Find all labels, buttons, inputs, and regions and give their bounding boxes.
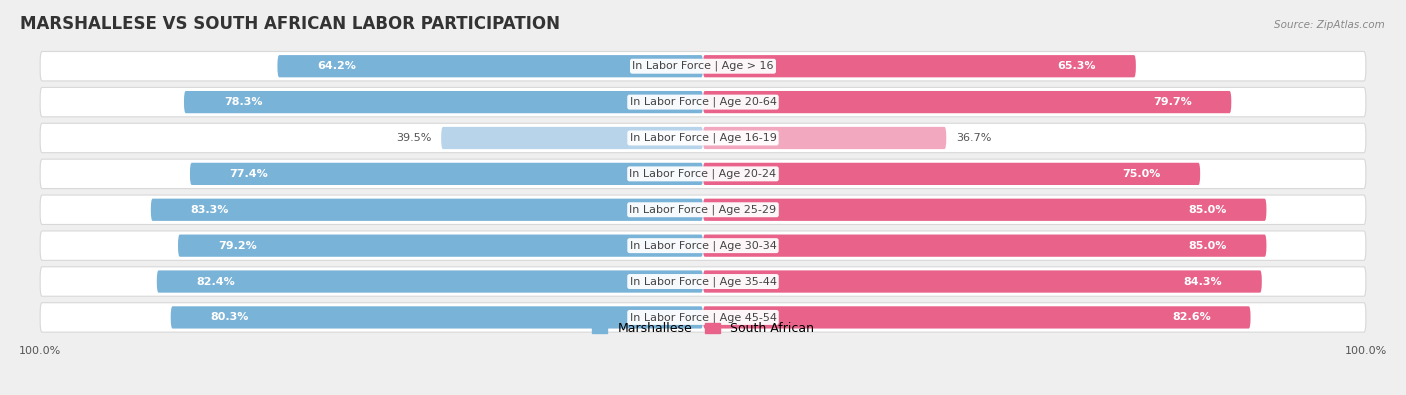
FancyBboxPatch shape (41, 303, 1365, 332)
FancyBboxPatch shape (150, 199, 703, 221)
FancyBboxPatch shape (41, 267, 1365, 296)
FancyBboxPatch shape (179, 235, 703, 257)
FancyBboxPatch shape (703, 199, 1267, 221)
FancyBboxPatch shape (277, 55, 703, 77)
FancyBboxPatch shape (157, 271, 703, 293)
Legend: Marshallese, South African: Marshallese, South African (588, 318, 818, 340)
Text: In Labor Force | Age > 16: In Labor Force | Age > 16 (633, 61, 773, 71)
Text: In Labor Force | Age 16-19: In Labor Force | Age 16-19 (630, 133, 776, 143)
Text: 65.3%: 65.3% (1057, 61, 1097, 71)
FancyBboxPatch shape (703, 55, 1136, 77)
Text: Source: ZipAtlas.com: Source: ZipAtlas.com (1274, 20, 1385, 30)
FancyBboxPatch shape (703, 91, 1232, 113)
Text: 75.0%: 75.0% (1122, 169, 1160, 179)
Text: In Labor Force | Age 35-44: In Labor Force | Age 35-44 (630, 276, 776, 287)
FancyBboxPatch shape (703, 235, 1267, 257)
FancyBboxPatch shape (170, 306, 703, 329)
Text: 85.0%: 85.0% (1188, 241, 1226, 251)
Text: MARSHALLESE VS SOUTH AFRICAN LABOR PARTICIPATION: MARSHALLESE VS SOUTH AFRICAN LABOR PARTI… (20, 15, 560, 33)
FancyBboxPatch shape (703, 163, 1201, 185)
Text: In Labor Force | Age 20-24: In Labor Force | Age 20-24 (630, 169, 776, 179)
Text: In Labor Force | Age 30-34: In Labor Force | Age 30-34 (630, 241, 776, 251)
FancyBboxPatch shape (703, 271, 1261, 293)
FancyBboxPatch shape (703, 306, 1250, 329)
FancyBboxPatch shape (41, 123, 1365, 153)
Text: 64.2%: 64.2% (318, 61, 356, 71)
Text: 82.6%: 82.6% (1173, 312, 1211, 322)
Text: 84.3%: 84.3% (1184, 276, 1222, 286)
FancyBboxPatch shape (41, 195, 1365, 224)
FancyBboxPatch shape (190, 163, 703, 185)
FancyBboxPatch shape (41, 51, 1365, 81)
FancyBboxPatch shape (184, 91, 703, 113)
Text: 79.2%: 79.2% (218, 241, 256, 251)
FancyBboxPatch shape (441, 127, 703, 149)
Text: 80.3%: 80.3% (211, 312, 249, 322)
Text: In Labor Force | Age 45-54: In Labor Force | Age 45-54 (630, 312, 776, 323)
FancyBboxPatch shape (41, 87, 1365, 117)
Text: 78.3%: 78.3% (224, 97, 263, 107)
Text: In Labor Force | Age 20-64: In Labor Force | Age 20-64 (630, 97, 776, 107)
FancyBboxPatch shape (703, 127, 946, 149)
Text: 36.7%: 36.7% (956, 133, 991, 143)
Text: 77.4%: 77.4% (229, 169, 269, 179)
Text: 82.4%: 82.4% (197, 276, 235, 286)
Text: 39.5%: 39.5% (396, 133, 432, 143)
FancyBboxPatch shape (41, 231, 1365, 260)
FancyBboxPatch shape (41, 159, 1365, 188)
Text: In Labor Force | Age 25-29: In Labor Force | Age 25-29 (630, 205, 776, 215)
Text: 85.0%: 85.0% (1188, 205, 1226, 215)
Text: 83.3%: 83.3% (191, 205, 229, 215)
Text: 79.7%: 79.7% (1153, 97, 1191, 107)
